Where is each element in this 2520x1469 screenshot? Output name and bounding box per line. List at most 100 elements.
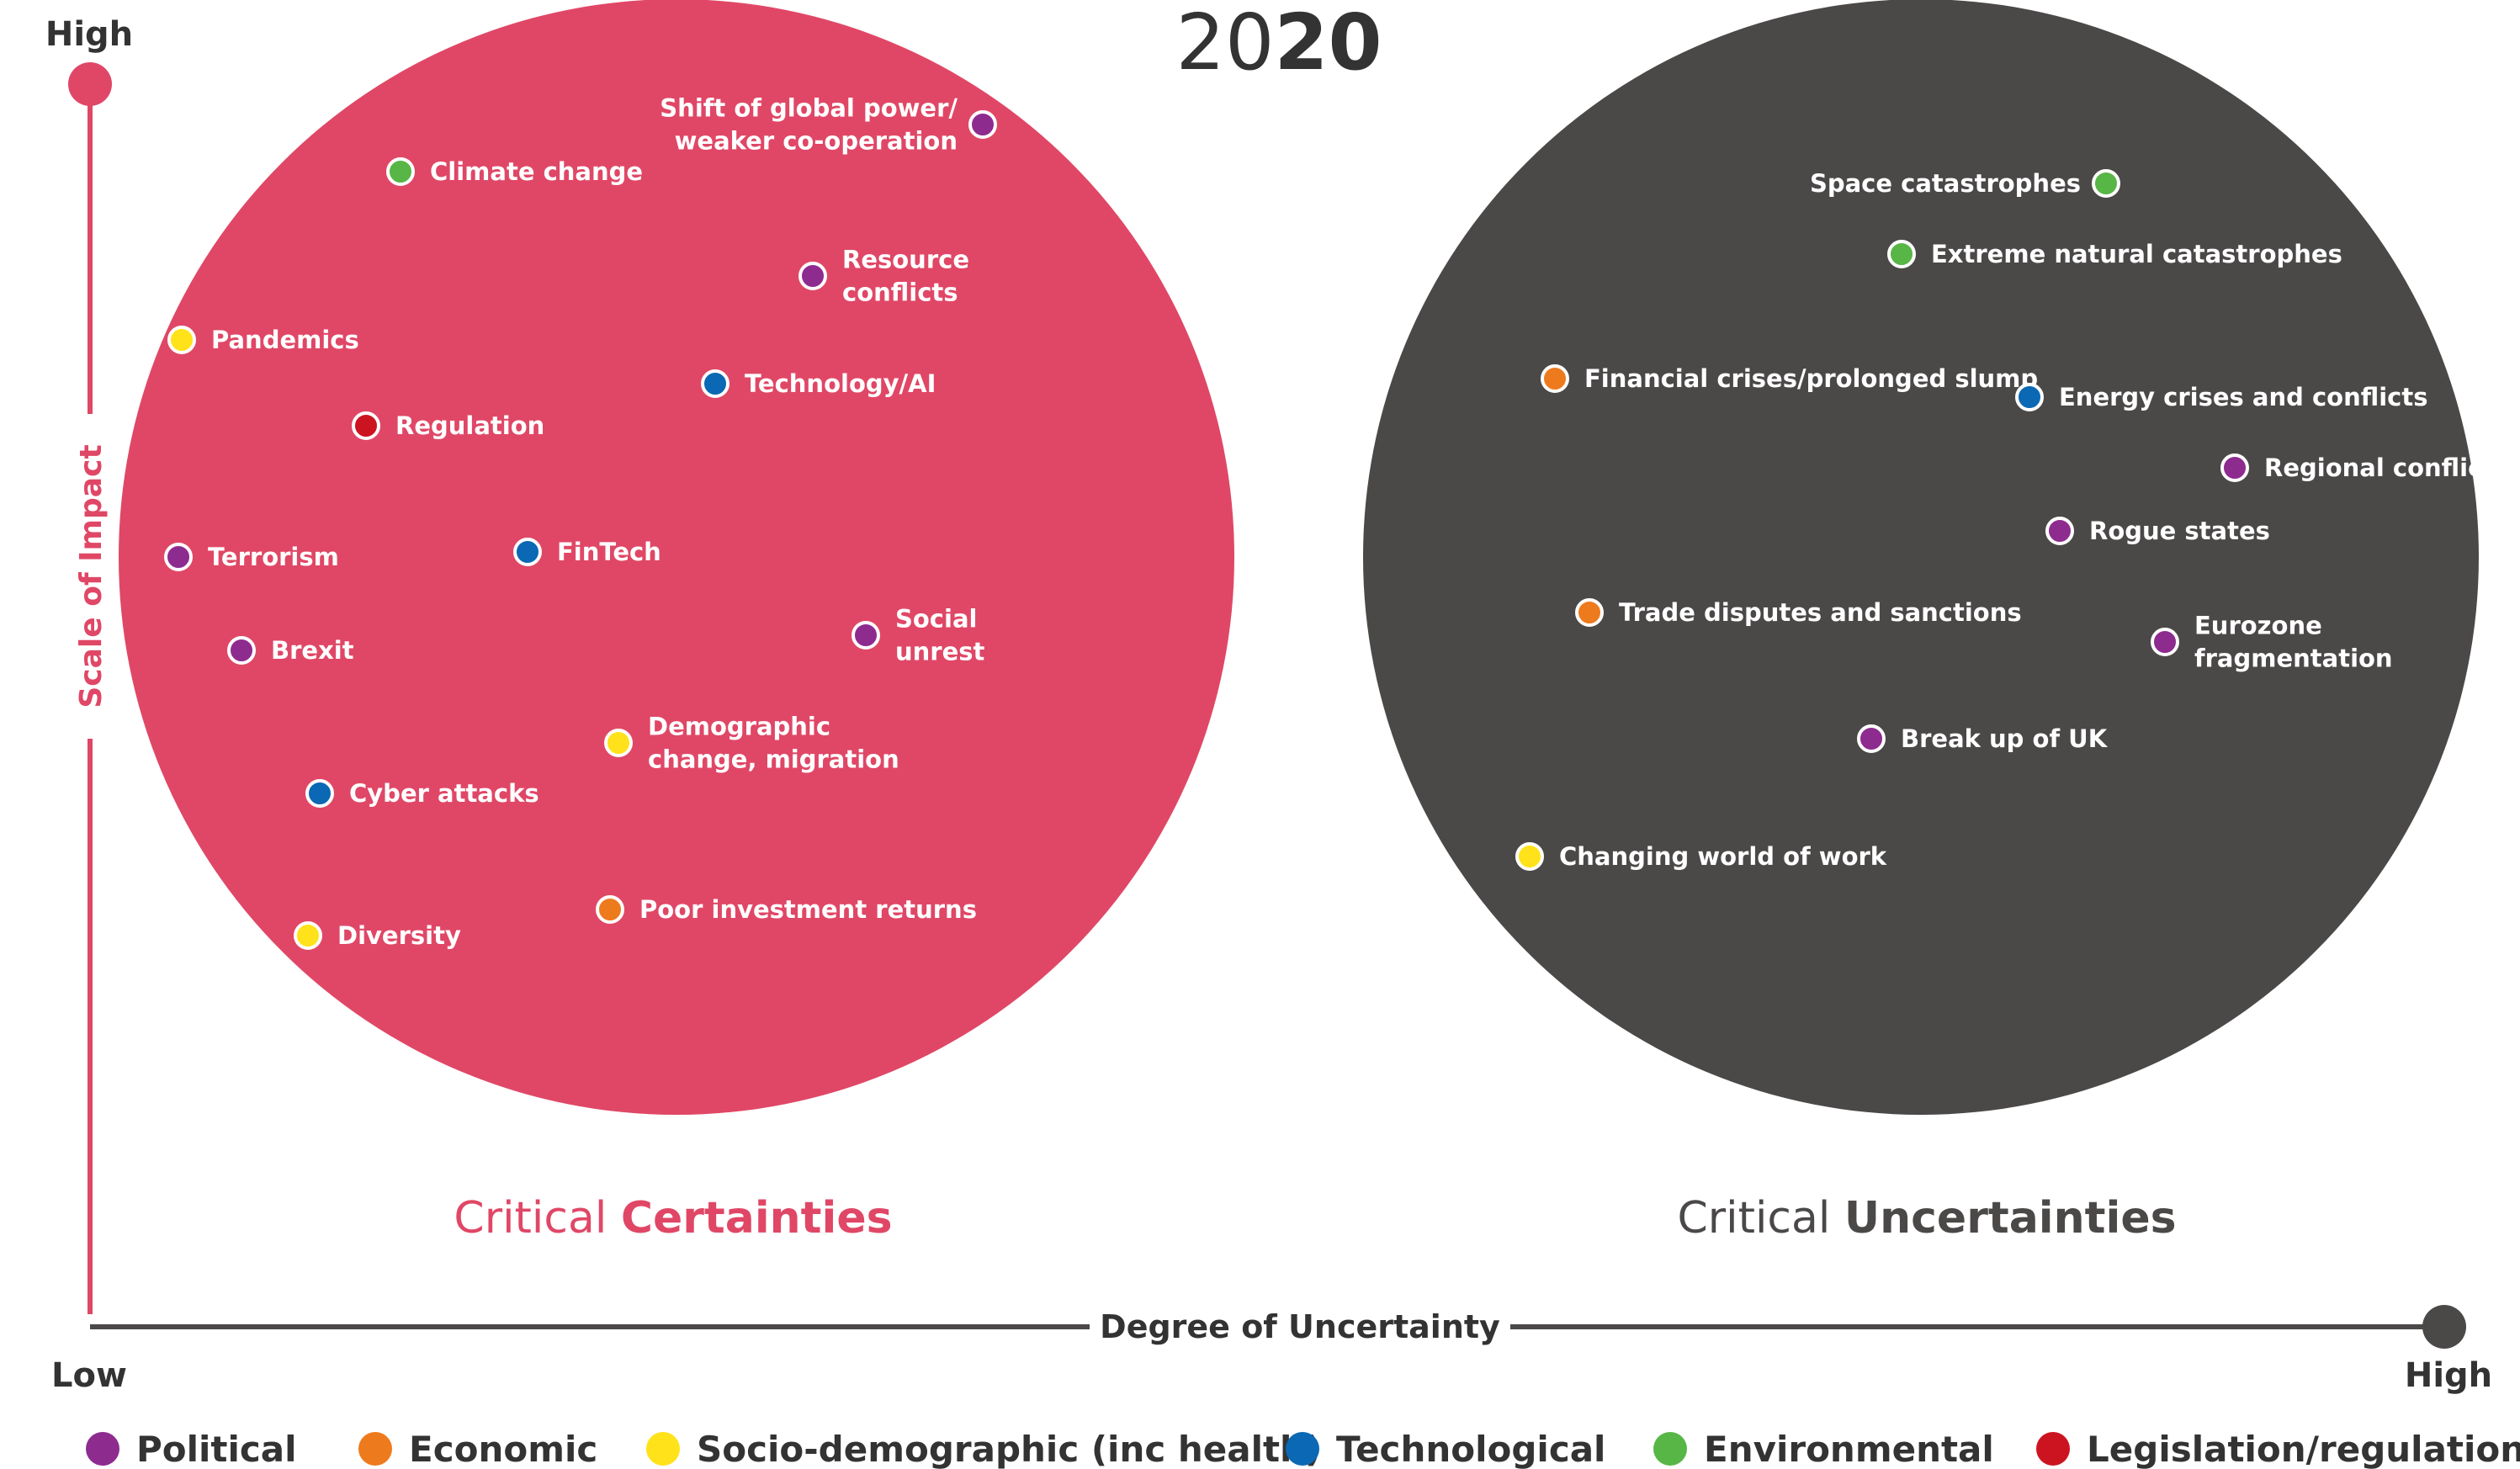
item-regulation: Regulation	[352, 411, 544, 440]
legend-swatch	[358, 1432, 392, 1466]
item-label: Eurozone	[2194, 612, 2322, 640]
item-label: Shift of global power/	[660, 94, 958, 123]
legend-item-environmental: Environmental	[1653, 1429, 1994, 1469]
item-shift-of-global-power-weaker-co-operation: Shift of global power/weaker co-operatio…	[660, 94, 997, 156]
item-marker	[2151, 628, 2179, 656]
x-axis-label: Degree of Uncertainty	[1100, 1308, 1500, 1345]
item-label: Social	[895, 605, 977, 634]
item-changing-world-of-work: Changing world of work	[1515, 842, 1887, 871]
item-label: FinTech	[557, 538, 661, 566]
item-marker	[798, 262, 827, 290]
item-climate-change: Climate change	[386, 157, 643, 186]
legend-item-technological: Technological	[1286, 1429, 1605, 1469]
legend-swatch	[1286, 1432, 1319, 1466]
item-extreme-natural-catastrophes: Extreme natural catastrophes	[1887, 240, 2342, 268]
item-marker	[164, 543, 193, 571]
item-marker	[513, 538, 542, 566]
item-pandemics: Pandemics	[167, 326, 359, 354]
legend-label: Economic	[409, 1429, 597, 1469]
item-marker	[352, 411, 380, 440]
caption-uncertainties: Critical Uncertainties	[1677, 1193, 2176, 1244]
legend-swatch	[86, 1432, 119, 1466]
item-marker	[604, 729, 633, 757]
caption-certainties: Critical Certainties	[454, 1193, 892, 1244]
item-label: change, migration	[648, 745, 899, 774]
item-energy-crises-and-conflicts: Energy crises and conflicts	[2015, 383, 2427, 411]
item-eurozone-fragmentation: Eurozone fragmentation	[2151, 612, 2393, 673]
item-label: Regional conflicts	[2264, 453, 2508, 482]
item-marker	[2220, 453, 2249, 482]
item-marker	[2092, 169, 2120, 198]
legend-label: Socio-demographic (inc health)	[697, 1429, 1321, 1469]
item-trade-disputes-and-sanctions: Trade disputes and sanctions	[1575, 598, 2022, 627]
item-marker	[1541, 364, 1569, 393]
x-axis-high-label: High	[2405, 1356, 2492, 1395]
item-space-catastrophes: Space catastrophes	[1810, 169, 2120, 198]
item-label: Financial crises/prolonged slump	[1584, 364, 2038, 393]
item-rogue-states: Rogue states	[2045, 517, 2270, 545]
legend-item-political: Political	[86, 1429, 297, 1469]
item-label: Changing world of work	[1559, 842, 1887, 871]
item-label: Cyber attacks	[349, 779, 539, 808]
legend-label: Technological	[1336, 1429, 1605, 1469]
legend-swatch	[1653, 1432, 1687, 1466]
item-marker	[596, 895, 624, 924]
item-break-up-of-uk: Break up of UK	[1857, 724, 2109, 753]
item-label: Space catastrophes	[1810, 169, 2081, 198]
item-label: Rogue states	[2089, 517, 2270, 545]
item-marker	[1515, 842, 1544, 871]
item-label: Energy crises and conflicts	[2059, 383, 2427, 411]
item-marker	[2045, 517, 2074, 545]
x-axis-high-marker	[2422, 1305, 2466, 1349]
legend-label: Legislation/regulation	[2087, 1429, 2520, 1469]
item-label: Pandemics	[211, 326, 359, 354]
item-label: Regulation	[395, 411, 544, 440]
item-demographic-change-migration: Demographic change, migration	[604, 713, 899, 774]
item-label: unrest	[895, 638, 985, 666]
legend-swatch	[646, 1432, 680, 1466]
item-label: weaker co-operation	[675, 127, 958, 156]
legend-label: Political	[136, 1429, 297, 1469]
item-marker	[1575, 598, 1604, 627]
item-financial-crises-prolonged-slump: Financial crises/prolonged slump	[1541, 364, 2038, 393]
item-marker	[386, 157, 415, 186]
y-axis-high-marker	[68, 62, 112, 106]
item-label: Diversity	[337, 921, 461, 950]
item-marker	[701, 369, 729, 398]
legend-label: Environmental	[1704, 1429, 1994, 1469]
legend-item-economic: Economic	[358, 1429, 597, 1469]
item-label: Trade disputes and sanctions	[1619, 598, 2022, 627]
item-regional-conflicts: Regional conflicts	[2220, 453, 2508, 482]
diagram-title: 2020	[1175, 0, 1382, 88]
item-label: conflicts	[842, 278, 958, 307]
item-terrorism: Terrorism	[164, 543, 339, 571]
item-label: Break up of UK	[1901, 724, 2109, 753]
item-marker	[851, 621, 880, 650]
item-label: Climate change	[430, 157, 643, 186]
item-social-unrest: Social unrest	[851, 605, 985, 666]
item-label: Extreme natural catastrophes	[1931, 240, 2342, 268]
item-label: Resource	[842, 246, 969, 274]
item-marker	[305, 779, 334, 808]
item-marker	[1887, 240, 1916, 268]
item-label: Demographic	[648, 713, 830, 741]
x-axis-low-label: Low	[51, 1356, 127, 1395]
item-diversity: Diversity	[294, 921, 461, 950]
item-marker	[2015, 383, 2044, 411]
legend-swatch	[2036, 1432, 2070, 1466]
item-label: Technology/AI	[745, 369, 936, 398]
item-cyber-attacks: Cyber attacks	[305, 779, 539, 808]
item-marker	[968, 110, 997, 139]
y-axis-label: Scale of Impact	[74, 444, 109, 708]
item-marker	[167, 326, 196, 354]
item-marker	[227, 636, 256, 665]
item-poor-investment-returns: Poor investment returns	[596, 895, 977, 924]
item-label: fragmentation	[2194, 644, 2393, 673]
critical-uncertainties-circle	[1363, 0, 2479, 1115]
critical-certainties-circle	[119, 0, 1234, 1115]
item-label: Brexit	[271, 636, 354, 665]
y-axis-high-label: High	[45, 15, 133, 54]
item-brexit: Brexit	[227, 636, 354, 665]
item-marker	[1857, 724, 1886, 753]
